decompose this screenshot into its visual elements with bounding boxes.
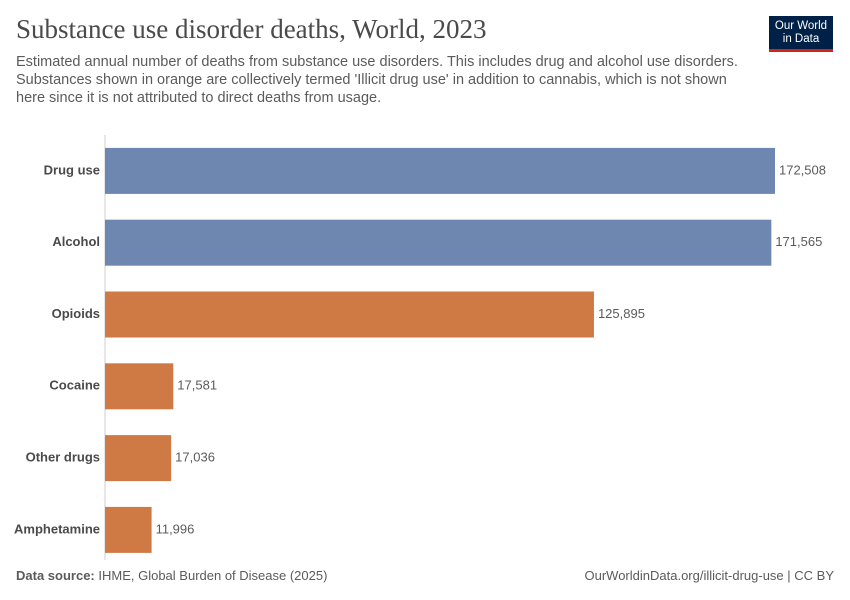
value-label: 171,565 — [775, 234, 822, 249]
value-label: 125,895 — [598, 306, 645, 321]
y-tick-label: Opioids — [52, 306, 100, 321]
bar — [105, 147, 775, 194]
value-label: 17,581 — [177, 378, 217, 393]
bar — [105, 506, 152, 553]
footer-source: Data source: IHME, Global Burden of Dise… — [16, 568, 327, 583]
logo-line: in Data — [782, 33, 820, 45]
value-label: 172,508 — [779, 162, 826, 177]
y-tick-label: Other drugs — [26, 450, 100, 465]
source-label: Data source: — [16, 568, 95, 583]
value-label: 17,036 — [175, 450, 215, 465]
footer-url[interactable]: OurWorldinData.org/illicit-drug-use | CC… — [584, 568, 835, 583]
bar — [105, 291, 594, 338]
chart-subtitle: Estimated annual number of deaths from s… — [16, 54, 738, 106]
y-tick-label: Cocaine — [49, 378, 100, 393]
chart: Drug use 172,508 Alcohol 171,565 Opioids 125,… — [14, 135, 826, 560]
source: IHME, Global Burden of Disease (2025) — [98, 568, 328, 583]
chart-title: Substance use disorder deaths, World, 20… — [16, 14, 487, 44]
bar — [105, 435, 172, 482]
logo-line: Our World — [774, 20, 828, 32]
y-tick-label: Amphetamine — [14, 521, 100, 536]
y-tick-label: Alcohol — [52, 234, 100, 249]
value-label: 11,996 — [156, 521, 195, 536]
y-tick-label: Drug use — [44, 162, 100, 177]
logo[interactable]: Our World in Data — [769, 16, 833, 52]
bar — [105, 219, 772, 266]
bar — [105, 363, 174, 410]
